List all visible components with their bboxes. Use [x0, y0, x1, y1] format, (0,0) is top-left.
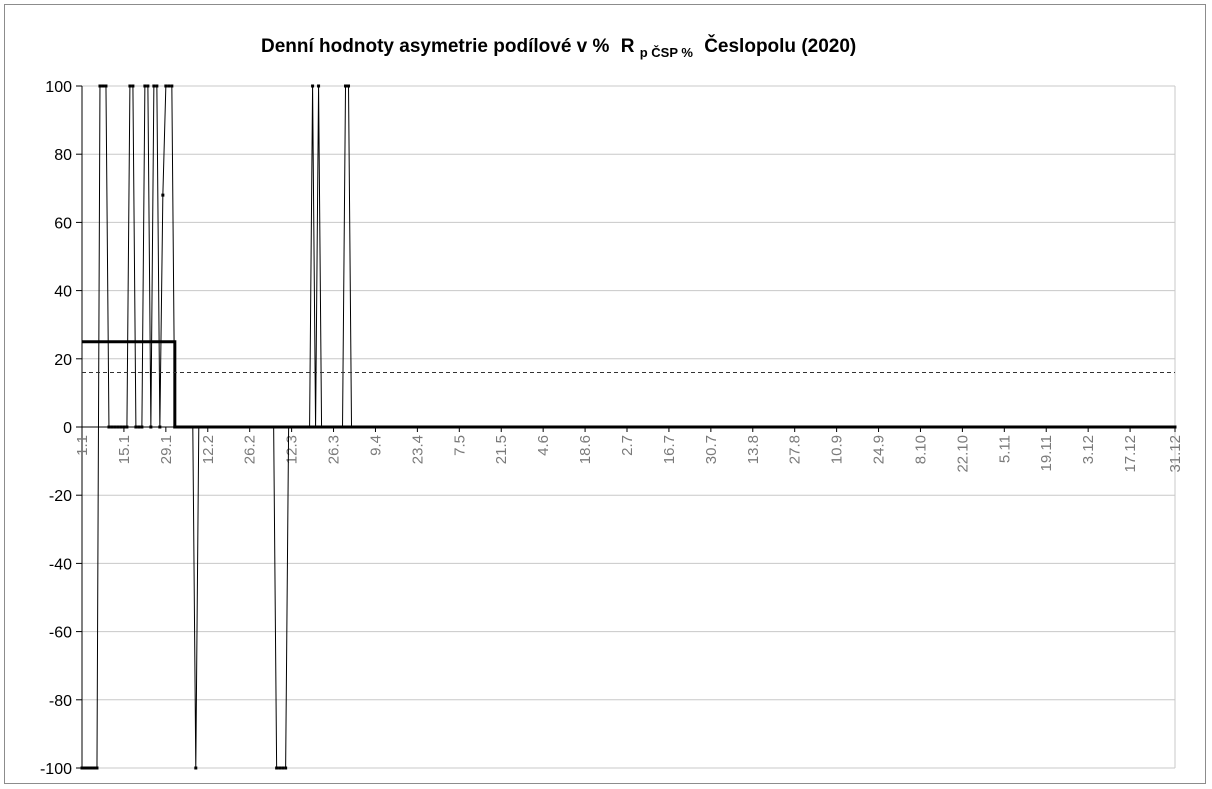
data-point: [164, 84, 168, 88]
x-tick-label: 22.10: [954, 435, 971, 473]
data-point: [158, 425, 162, 429]
chart-title-symbol: R: [621, 36, 635, 57]
data-point: [104, 84, 108, 88]
y-tick-label: 80: [54, 147, 72, 164]
grid-lines: [82, 85, 1175, 769]
data-point: [128, 84, 132, 88]
data-point: [155, 84, 159, 88]
x-tick-label: 30.7: [703, 435, 720, 464]
data-point: [122, 425, 126, 429]
data-point: [89, 766, 93, 770]
data-point: [116, 425, 120, 429]
x-tick-label: 21.5: [493, 435, 510, 464]
series-monthly-mean: [82, 340, 1175, 429]
x-tick-label: 7.5: [451, 435, 468, 456]
x-tick-label: 23.4: [409, 435, 426, 464]
data-point: [170, 84, 174, 88]
x-tick-label: 24.9: [871, 435, 888, 464]
x-tick-label: 5.11: [996, 435, 1013, 463]
x-tick-label: 27.8: [787, 435, 804, 464]
data-point: [98, 84, 102, 88]
x-tick-label: 15.1: [116, 435, 133, 464]
data-point: [101, 84, 105, 88]
x-tick-label: 3.12: [1080, 435, 1097, 464]
y-tick-label: -80: [49, 693, 72, 710]
x-tick-label: 9.4: [367, 435, 384, 456]
data-point: [110, 425, 114, 429]
y-tick-label: -40: [49, 556, 72, 573]
data-point: [278, 766, 282, 770]
x-tick-label: 12.2: [200, 435, 217, 464]
x-tick-label: 12.3: [284, 435, 301, 464]
x-tick-label: 1.1: [74, 435, 91, 456]
data-point: [347, 84, 351, 88]
x-tick-label: 10.9: [829, 435, 846, 464]
data-point: [113, 425, 117, 429]
x-tick-label: 29.1: [158, 435, 175, 464]
data-point: [86, 766, 90, 770]
data-point: [194, 766, 198, 770]
y-axis-ticks: 100 80 60 40 20 0 -20 -40 -60 -80 -100: [40, 79, 82, 778]
data-point: [83, 766, 87, 770]
data-point: [140, 425, 144, 429]
data-point: [146, 84, 150, 88]
y-tick-label: 60: [54, 215, 72, 232]
data-point: [125, 425, 129, 429]
chart-title-subscript: p ČSP %: [640, 45, 694, 60]
data-point: [275, 766, 279, 770]
x-axis-ticks: 1.1 15.1 29.1 12.2 26.2 12.3 26.3 9.4 23.4 7.5 21.…: [74, 427, 1184, 473]
x-tick-label: 31.12: [1167, 435, 1184, 473]
y-tick-label: 40: [54, 284, 72, 301]
data-point: [131, 84, 135, 88]
data-point: [311, 84, 315, 88]
y-tick-label: 100: [45, 79, 72, 96]
x-tick-label: 26.3: [326, 435, 343, 464]
series-layer: [80, 84, 1177, 770]
data-point: [284, 766, 288, 770]
x-tick-label: 4.6: [535, 435, 552, 456]
y-tick-label: 0: [63, 420, 72, 437]
data-point: [80, 766, 84, 770]
data-point: [92, 766, 96, 770]
chart-frame: Denní hodnoty asymetrie podílové v % R p…: [4, 4, 1206, 784]
data-point: [152, 84, 156, 88]
chart-title-main: Denní hodnoty asymetrie podílové v %: [261, 36, 610, 57]
x-tick-label: 16.7: [661, 435, 678, 464]
data-point: [317, 84, 321, 88]
y-tick-label: 20: [54, 352, 72, 369]
data-point: [137, 425, 141, 429]
x-tick-label: 17.12: [1122, 435, 1139, 473]
x-tick-label: 18.6: [577, 435, 594, 464]
data-point: [344, 84, 348, 88]
y-tick-label: -60: [49, 625, 72, 642]
x-tick-label: 13.8: [745, 435, 762, 464]
x-tick-label: 8.10: [912, 435, 929, 464]
chart-title: Denní hodnoty asymetrie podílové v % R p…: [261, 35, 856, 62]
x-tick-label: 26.2: [242, 435, 259, 464]
data-point: [119, 425, 123, 429]
data-point: [149, 425, 153, 429]
x-tick-label: 2.7: [619, 435, 636, 456]
chart-canvas: Denní hodnoty asymetrie podílové v % R p…: [40, 35, 1184, 778]
data-point: [134, 425, 138, 429]
data-point: [167, 84, 171, 88]
data-point: [143, 84, 147, 88]
data-point: [161, 193, 165, 197]
data-point: [107, 425, 111, 429]
chart-title-tail: Česlopolu (2020): [704, 35, 856, 57]
data-point: [281, 766, 285, 770]
x-tick-label: 19.11: [1038, 435, 1055, 471]
data-point: [95, 766, 99, 770]
y-tick-label: -100: [40, 761, 72, 778]
y-tick-label: -20: [49, 488, 72, 505]
